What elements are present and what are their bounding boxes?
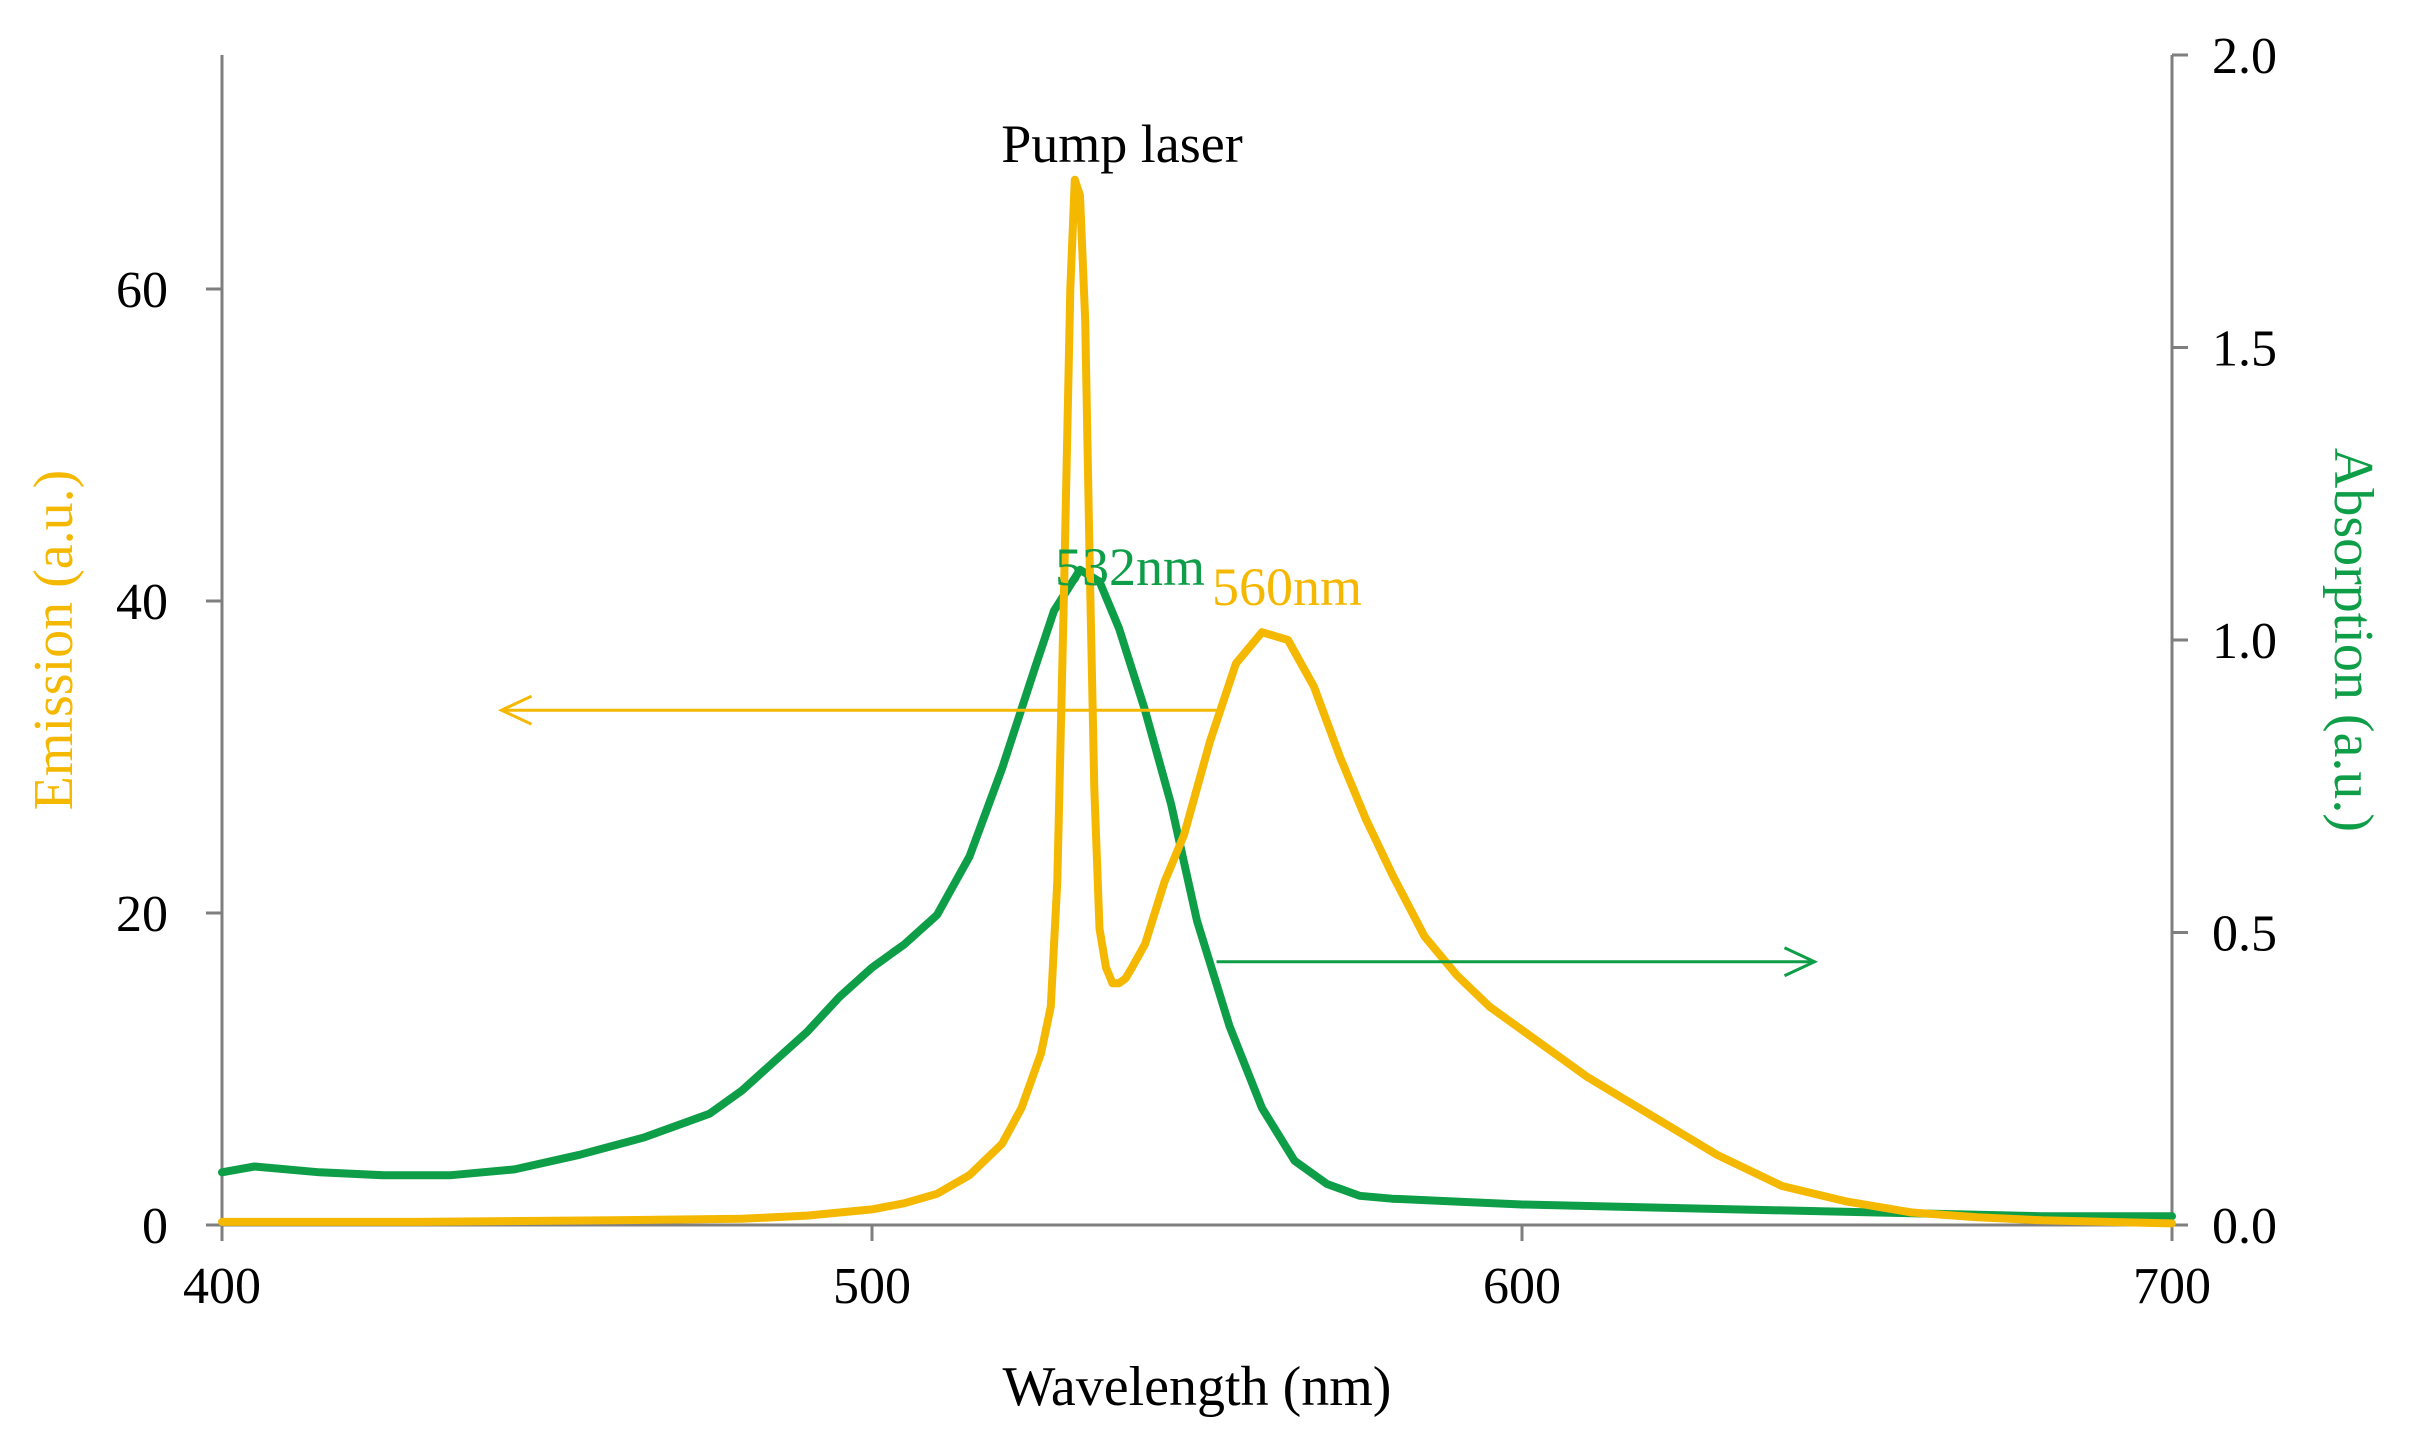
right-y-axis-ticks: 0.0 0.5 1.0 1.5 2.0 [2172, 28, 2277, 1255]
x-tick-label: 400 [183, 1258, 261, 1315]
absorption-arrow-head [1783, 946, 1819, 978]
right-y-tick-label: 1.0 [2212, 613, 2277, 670]
right-y-tick-label: 2.0 [2212, 28, 2277, 85]
emission-arrow-head [497, 694, 533, 726]
right-y-tick-label: 1.5 [2212, 321, 2277, 378]
pump-laser-annotation: Pump laser [1001, 114, 1242, 174]
left-y-axis-title: Emission (a.u.) [23, 470, 85, 811]
axis-indicator-arrows [497, 694, 1819, 978]
left-y-tick-label: 20 [116, 886, 168, 943]
x-axis-title: Wavelength (nm) [1003, 1356, 1392, 1418]
peak-532nm-annotation: 532nm [1055, 537, 1205, 597]
absorption-series-line [218, 565, 2176, 1221]
x-tick-label: 600 [1483, 1258, 1561, 1315]
right-y-axis-title: Absorption (a.u.) [2322, 448, 2384, 832]
x-axis-ticks: 400 500 600 700 [183, 1225, 2211, 1315]
x-tick-label: 500 [833, 1258, 911, 1315]
left-y-tick-label: 40 [116, 574, 168, 631]
left-y-tick-label: 0 [142, 1198, 168, 1255]
x-tick-label: 700 [2133, 1258, 2211, 1315]
right-y-tick-label: 0.5 [2212, 906, 2277, 963]
left-y-tick-label: 60 [116, 262, 168, 319]
right-y-tick-label: 0.0 [2212, 1198, 2277, 1255]
left-y-axis-ticks: 0 20 40 60 [116, 262, 222, 1255]
emission-series-line [218, 175, 2176, 1228]
peak-560nm-annotation: 560nm [1212, 557, 1362, 617]
